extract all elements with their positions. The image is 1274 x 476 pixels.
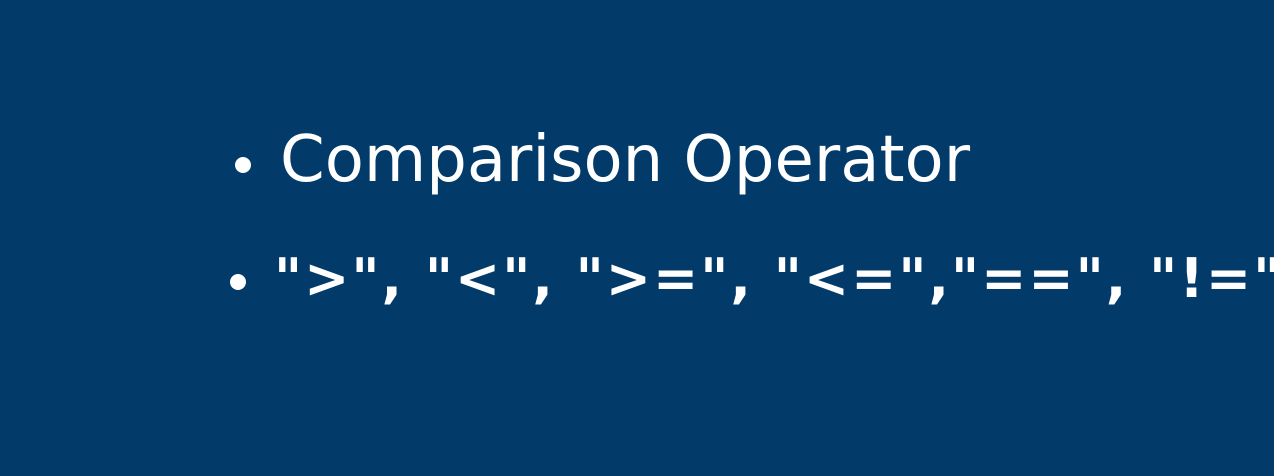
bullet-text: ">", "<", ">=", "<=","==", "!=" [274,247,1274,310]
bullet-text: Comparison Operator [280,123,970,197]
bullet-dot [235,157,251,173]
bullet-dot [230,274,246,290]
